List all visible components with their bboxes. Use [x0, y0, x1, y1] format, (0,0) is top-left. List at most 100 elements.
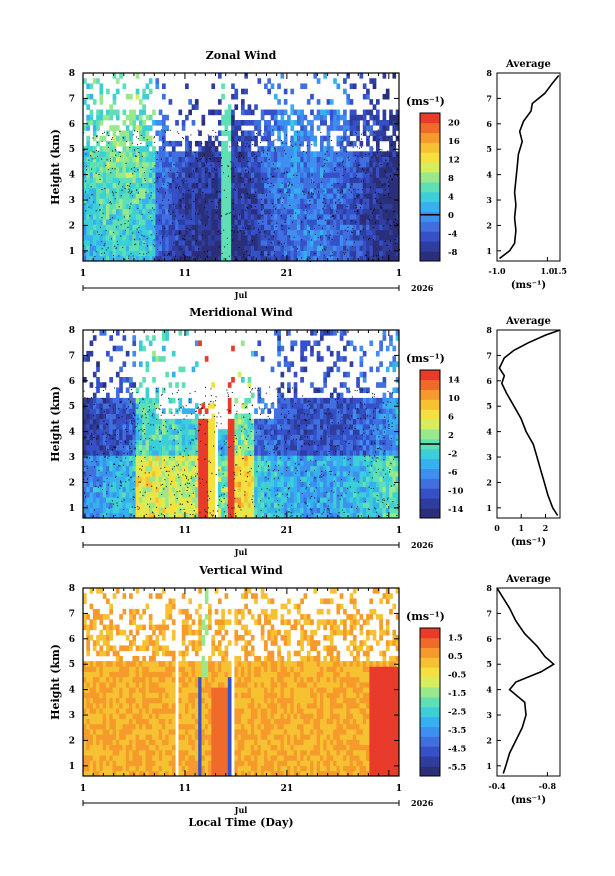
y-tick-label: 5 — [69, 145, 75, 155]
y-tick-label: 6 — [69, 120, 75, 130]
average-x-tick-label: 2 — [543, 523, 549, 533]
average-y-tick-label: 2 — [486, 477, 492, 487]
colorbar-tick-label: -3.5 — [448, 726, 466, 736]
average-x-tick-label: 1.5 — [553, 266, 567, 276]
average-profile-line — [498, 329, 561, 516]
y-tick-label: 7 — [69, 609, 75, 619]
colorbar-frame — [419, 112, 441, 262]
y-tick-label: 4 — [69, 686, 75, 696]
y-tick-label: 8 — [69, 69, 75, 79]
y-tick-label: 7 — [69, 351, 75, 361]
x-tick-label: 1 — [396, 269, 402, 279]
colorbar-tick-label: -4 — [448, 229, 458, 239]
colorbar-tick-label: -2 — [448, 449, 458, 459]
colorbar-tick-label: 0 — [448, 211, 454, 221]
average-title: Average — [505, 316, 551, 327]
colorbar-tick-label: 16 — [448, 137, 460, 147]
colorbar — [420, 628, 440, 777]
average-y-tick-label: 2 — [486, 735, 492, 745]
average-y-tick-label: 4 — [486, 170, 492, 180]
panel-title: Meridional Wind — [189, 306, 293, 319]
y-tick-label: 4 — [69, 428, 75, 438]
average-x-tick-label: 1 — [518, 523, 524, 533]
y-tick-label: 1 — [69, 247, 75, 257]
average-y-tick-label: 7 — [486, 608, 492, 618]
average-frame — [496, 72, 561, 262]
average-x-label: (ms⁻¹) — [511, 795, 546, 806]
average-title: Average — [505, 59, 551, 70]
y-tick-label: 2 — [69, 736, 75, 746]
heatmap-field — [83, 73, 400, 262]
year-label: 2026 — [411, 798, 434, 808]
y-tick-label: 6 — [69, 635, 75, 645]
y-axis-label: Height (km) — [49, 129, 62, 205]
colorbar-unit: (ms⁻¹) — [406, 610, 445, 623]
x-tick-label: 1 — [396, 784, 402, 794]
average-y-tick-label: 8 — [486, 68, 492, 78]
heatmap-field — [83, 588, 400, 777]
y-tick-label: 1 — [69, 504, 75, 514]
average-y-tick-label: 7 — [486, 350, 492, 360]
average-profile-line — [499, 74, 560, 260]
y-tick-label: 1 — [69, 762, 75, 772]
x-tick-label: 21 — [281, 526, 294, 536]
average-y-tick-label: 3 — [486, 452, 492, 462]
average-y-tick-label: 7 — [486, 93, 492, 103]
month-label: Jul — [234, 290, 248, 300]
plot-frame — [82, 72, 400, 262]
x-tick-label: 11 — [179, 526, 192, 536]
colorbar-tick-label: -6 — [448, 468, 458, 478]
heatmap-field — [83, 330, 400, 519]
average-x-label: (ms⁻¹) — [511, 280, 546, 291]
colorbar-tick-label: -2.5 — [448, 707, 466, 717]
colorbar-tick-label: 10 — [448, 394, 460, 404]
average-x-tick-label: 0 — [494, 523, 500, 533]
average-y-tick-label: 1 — [486, 503, 492, 513]
average-frame — [496, 587, 561, 777]
colorbar-tick-label: -8 — [448, 248, 458, 258]
average-y-tick-label: 2 — [486, 220, 492, 230]
colorbar-tick-label: 20 — [448, 118, 460, 128]
x-tick-label: 11 — [179, 269, 192, 279]
month-label: Jul — [234, 805, 248, 815]
panel-title: Vertical Wind — [198, 564, 283, 577]
y-tick-label: 3 — [69, 196, 75, 206]
colorbar-tick-label: -0.5 — [448, 670, 466, 680]
y-tick-label: 5 — [69, 402, 75, 412]
colorbar-tick-label: -1.5 — [448, 689, 466, 699]
average-y-tick-label: 3 — [486, 710, 492, 720]
y-tick-label: 3 — [69, 453, 75, 463]
y-tick-label: 7 — [69, 94, 75, 104]
x-tick-label: 1 — [80, 526, 86, 536]
average-y-tick-label: 8 — [486, 583, 492, 593]
x-tick-label: 21 — [281, 269, 294, 279]
colorbar-tick-label: 12 — [448, 155, 460, 165]
colorbar-tick-label: -4.5 — [448, 744, 466, 754]
average-x-tick-label: -0.8 — [539, 781, 557, 791]
colorbar-tick-label: -14 — [448, 505, 463, 515]
average-y-tick-label: 6 — [486, 634, 492, 644]
average-x-tick-label: -0.4 — [488, 781, 506, 791]
year-label: 2026 — [411, 283, 434, 293]
colorbar — [420, 113, 440, 262]
average-y-tick-label: 1 — [486, 246, 492, 256]
average-x-tick-label: 1.0 — [540, 266, 554, 276]
contour-dots — [83, 129, 400, 262]
colorbar-unit: (ms⁻¹) — [406, 95, 445, 108]
colorbar-tick-label: 2 — [448, 431, 454, 441]
colorbar-tick-label: 14 — [448, 375, 460, 385]
average-x-label: (ms⁻¹) — [511, 537, 546, 548]
y-tick-label: 3 — [69, 711, 75, 721]
colorbar-tick-label: -10 — [448, 486, 463, 496]
average-y-tick-label: 5 — [486, 401, 492, 411]
y-axis-label: Height (km) — [49, 386, 62, 462]
contour-dots — [83, 386, 400, 519]
plot-frame — [82, 329, 400, 519]
x-tick-label: 21 — [281, 784, 294, 794]
y-tick-label: 2 — [69, 221, 75, 231]
colorbar-tick-label: 0.5 — [448, 652, 463, 662]
average-y-tick-label: 6 — [486, 376, 492, 386]
x-tick-label: 1 — [80, 269, 86, 279]
y-tick-label: 8 — [69, 326, 75, 336]
y-tick-label: 6 — [69, 377, 75, 387]
